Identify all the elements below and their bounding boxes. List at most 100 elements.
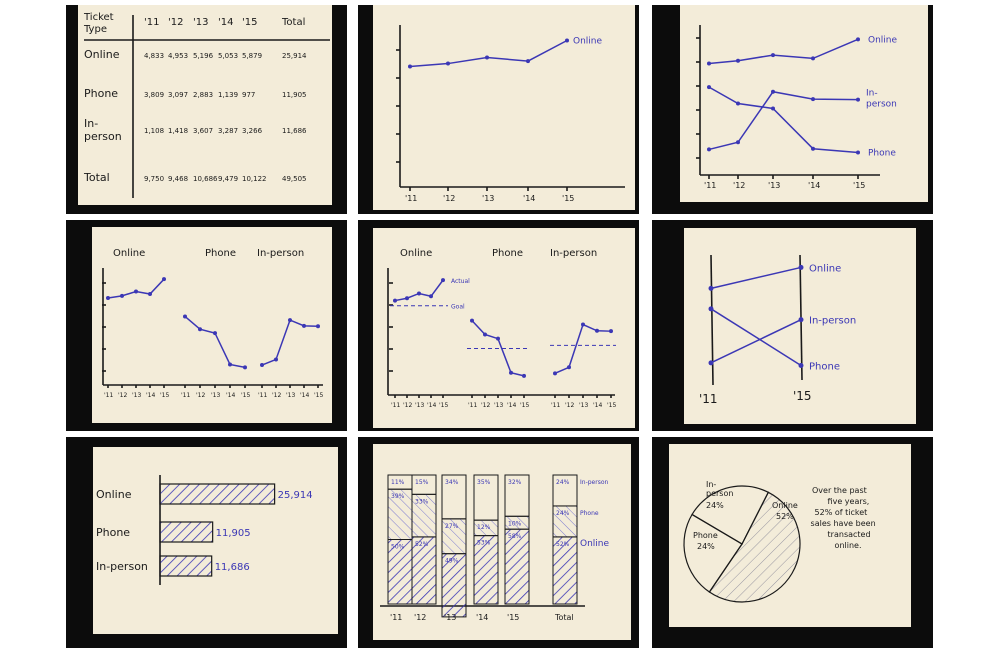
point-phone-4 xyxy=(522,373,526,378)
x-tick-label-phone-2: '13 xyxy=(211,392,220,399)
x-tick-label-in-person-2: '13 xyxy=(579,402,588,409)
table-header-type: Type xyxy=(83,24,107,35)
point-in-person-0 xyxy=(707,147,711,152)
table-cell-online-5: 25,914 xyxy=(282,52,307,60)
slice-phone xyxy=(683,513,743,593)
bar-in-person xyxy=(159,555,213,577)
point-online-2 xyxy=(771,53,775,58)
facet-title-online: Online xyxy=(400,248,432,259)
segment-label-online-0: 50% xyxy=(391,544,405,551)
point-online-0 xyxy=(393,298,397,303)
x-tick-label-in-person-3: '14 xyxy=(300,392,309,399)
pie-annotation-line-4: transacted xyxy=(825,530,871,539)
x-tick-label-12: '12 xyxy=(733,181,745,190)
pie-annotation-line-3: sales have been xyxy=(808,519,876,528)
slope-line-online xyxy=(710,266,802,290)
table-header-14: '14 xyxy=(218,17,233,28)
segment-label-phone-1: 33% xyxy=(415,498,429,505)
x-tick-label-online-1: '12 xyxy=(403,402,412,409)
bar-online xyxy=(159,483,276,505)
point-phone-0 xyxy=(707,85,711,90)
table-cell-phone-5: 11,905 xyxy=(282,91,307,99)
segment-label-in-person-1: 15% xyxy=(415,479,429,486)
x-tick-label-online-2: '13 xyxy=(132,392,141,399)
x-tick-label-online-0: '11 xyxy=(104,392,113,399)
table-cell-in-person-2: 3,607 xyxy=(193,127,213,135)
point-in-person-3 xyxy=(302,323,306,328)
table-cell-in-person-4: 3,266 xyxy=(242,127,263,135)
slice-name-in-person-a: In- xyxy=(706,480,716,489)
facet-title-in-person: In-person xyxy=(550,248,597,259)
table-cell-online-2: 5,196 xyxy=(193,52,214,60)
x-tick-label-in-person-1: '12 xyxy=(272,392,281,399)
x-tick-label-online-3: '14 xyxy=(427,402,436,409)
facet-title-online: Online xyxy=(113,248,145,259)
point-online-1 xyxy=(120,293,124,298)
table-row-label-phone: Phone xyxy=(84,87,118,100)
slice-value-online: 52% xyxy=(776,512,794,521)
table-cell-online-1: 4,953 xyxy=(168,52,188,60)
point-online-2 xyxy=(417,291,421,296)
segment-online-3 xyxy=(473,535,499,605)
x-tick-label-online-1: '12 xyxy=(118,392,127,399)
table-cell-phone-2: 2,883 xyxy=(193,91,213,99)
value-label-phone: 11,905 xyxy=(216,528,251,539)
point-phone-3 xyxy=(228,362,232,367)
point-online-1 xyxy=(446,61,450,66)
facet-title-phone: Phone xyxy=(205,248,236,259)
panel-3-paper xyxy=(680,5,928,202)
segment-online-0 xyxy=(387,539,413,605)
point-phone-end xyxy=(798,362,804,368)
table-cell-total-1: 9,468 xyxy=(168,175,188,183)
x-tick-label-15: '15 xyxy=(853,181,865,190)
x-tick-label-15: '15 xyxy=(507,613,519,622)
table-cell-phone-3: 1,139 xyxy=(218,91,238,99)
category-label-online: Online xyxy=(96,488,132,501)
annotation-actual: Actual xyxy=(451,278,470,285)
series-label-online: Online xyxy=(809,263,841,274)
x-tick-label-11: '11 xyxy=(405,194,417,203)
x-tick-label-in-person-0: '11 xyxy=(551,402,560,409)
panel-9-pie: Online 52% Phone 24% In-person 24% Over the pa… xyxy=(683,480,876,603)
x-tick-label-phone-3: '14 xyxy=(507,402,516,409)
table-row-label-in-person-b: person xyxy=(84,130,122,143)
point-phone-4 xyxy=(856,150,860,155)
x-tick-label-online-2: '13 xyxy=(415,402,424,409)
series-label-phone: Phone xyxy=(868,148,896,158)
segment-label-phone-4: 10% xyxy=(508,520,522,527)
table-header-15: '15 xyxy=(242,17,257,28)
panel-3-three-lines: '11 '12 '13 '14 '15 Online In-person Phone xyxy=(696,25,897,190)
segment-label-in-person-5: 24% xyxy=(556,479,570,486)
table-cell-phone-4: 977 xyxy=(242,91,255,99)
x-tick-label-phone-0: '11 xyxy=(181,392,190,399)
point-online-0 xyxy=(408,64,412,69)
category-label-in-person: In-person xyxy=(96,560,148,573)
x-tick-label-phone-1: '12 xyxy=(481,402,490,409)
segment-label-online-5: 52% xyxy=(556,541,570,548)
series-label-in-person-b: person xyxy=(866,100,897,110)
segment-label-online-2: 49% xyxy=(445,558,459,565)
category-label-phone: Phone xyxy=(96,526,130,539)
slice-in-person xyxy=(691,485,770,545)
x-tick-label-in-person-4: '15 xyxy=(607,402,616,409)
series-label-in-person-a: In- xyxy=(866,89,878,99)
segment-label-in-person-4: 32% xyxy=(508,479,522,486)
segment-label-phone-0: 39% xyxy=(391,493,405,500)
point-online-3 xyxy=(429,294,433,299)
x-tick-label-14: '14 xyxy=(808,181,820,190)
x-tick-label-in-person-1: '12 xyxy=(565,402,574,409)
point-online-0 xyxy=(106,296,110,301)
point-online-2 xyxy=(134,289,138,294)
table-cell-phone-0: 3,809 xyxy=(144,91,164,99)
point-online-3 xyxy=(526,59,530,64)
point-online-2 xyxy=(485,55,489,60)
point-in-person-2 xyxy=(288,318,292,323)
point-in-person-4 xyxy=(609,329,613,334)
segment-online-2 xyxy=(441,553,467,618)
point-online-0 xyxy=(707,61,711,66)
series-label-in-person: In-person xyxy=(809,316,856,327)
panel-2-paper xyxy=(373,5,635,210)
point-online-3 xyxy=(148,292,152,297)
